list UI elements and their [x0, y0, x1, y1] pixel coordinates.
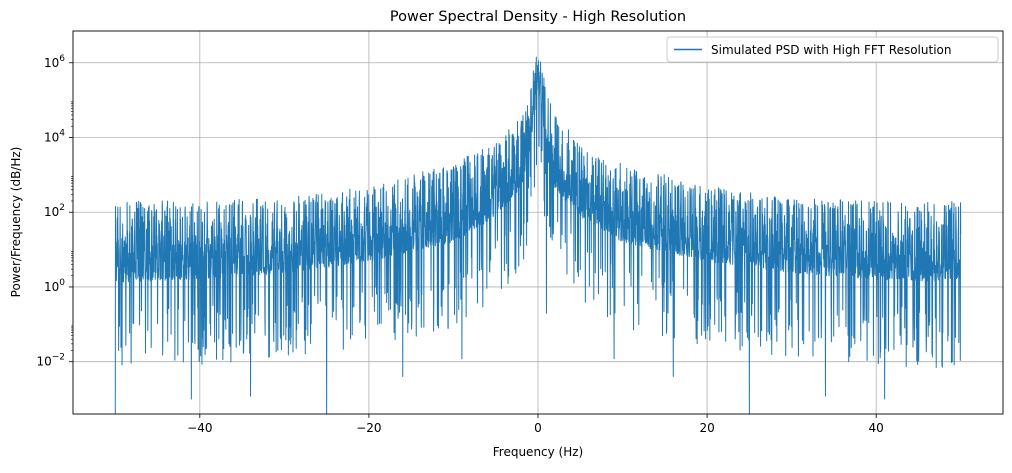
- y-tick-label: 104: [44, 128, 65, 144]
- x-tick-label: −20: [356, 421, 381, 435]
- chart-title: Power Spectral Density - High Resolution: [390, 9, 686, 25]
- legend: Simulated PSD with High FFT Resolution: [666, 36, 999, 63]
- x-tick-label: 0: [534, 421, 542, 435]
- y-tick-label: 10−2: [36, 353, 65, 369]
- y-tick-label: 106: [44, 54, 65, 70]
- y-tick-label: 102: [44, 203, 65, 219]
- x-axis-title: Frequency (Hz): [493, 445, 584, 459]
- series-layer: [114, 56, 962, 415]
- legend-label: Simulated PSD with High FFT Resolution: [711, 43, 951, 57]
- x-tick-label: 20: [699, 421, 714, 435]
- y-tick-label: 100: [44, 278, 65, 294]
- legend-box: [666, 36, 999, 63]
- x-tick-label: 40: [869, 421, 884, 435]
- x-tick-label: −40: [187, 421, 212, 435]
- psd-series-line: [114, 56, 962, 415]
- y-axis-title: Power/Frequency (dB/Hz): [9, 147, 23, 298]
